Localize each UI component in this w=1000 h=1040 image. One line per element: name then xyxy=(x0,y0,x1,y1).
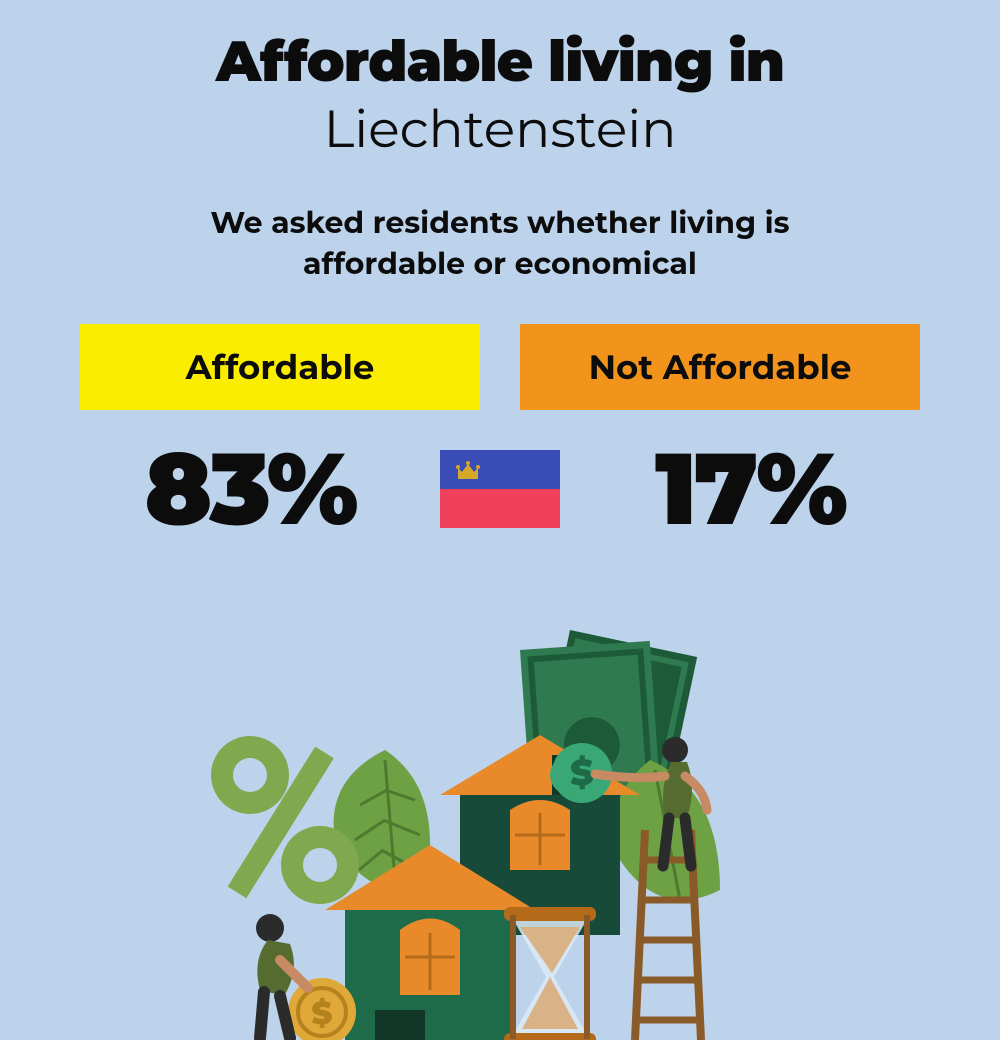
subtitle-line1: We asked residents whether living is xyxy=(0,203,1000,244)
illustration: $ $ xyxy=(190,620,810,1040)
svg-text:$: $ xyxy=(570,751,594,795)
subtitle: We asked residents whether living is aff… xyxy=(0,203,1000,284)
percent-icon xyxy=(222,747,348,899)
stat-not-affordable: Not Affordable xyxy=(520,324,920,410)
stat-affordable: Affordable xyxy=(80,324,480,410)
subtitle-line2: affordable or economical xyxy=(0,244,1000,285)
crown-icon xyxy=(454,458,482,480)
title-line1: Affordable living in xyxy=(0,28,1000,96)
title-line2: Liechtenstein xyxy=(0,98,1000,161)
hourglass-icon xyxy=(504,907,596,1040)
stats-row: Affordable Not Affordable xyxy=(0,324,1000,410)
person-lifting-icon: $ xyxy=(256,914,356,1040)
stat-affordable-label: Affordable xyxy=(80,324,480,410)
stat-affordable-value: 83% xyxy=(80,428,420,550)
values-row: 83% 17% xyxy=(0,428,1000,550)
flag-icon xyxy=(440,450,560,528)
flag-top-stripe xyxy=(440,450,560,489)
stat-not-affordable-value: 17% xyxy=(580,428,920,550)
stat-not-affordable-label: Not Affordable xyxy=(520,324,920,410)
flag-bottom-stripe xyxy=(440,489,560,528)
